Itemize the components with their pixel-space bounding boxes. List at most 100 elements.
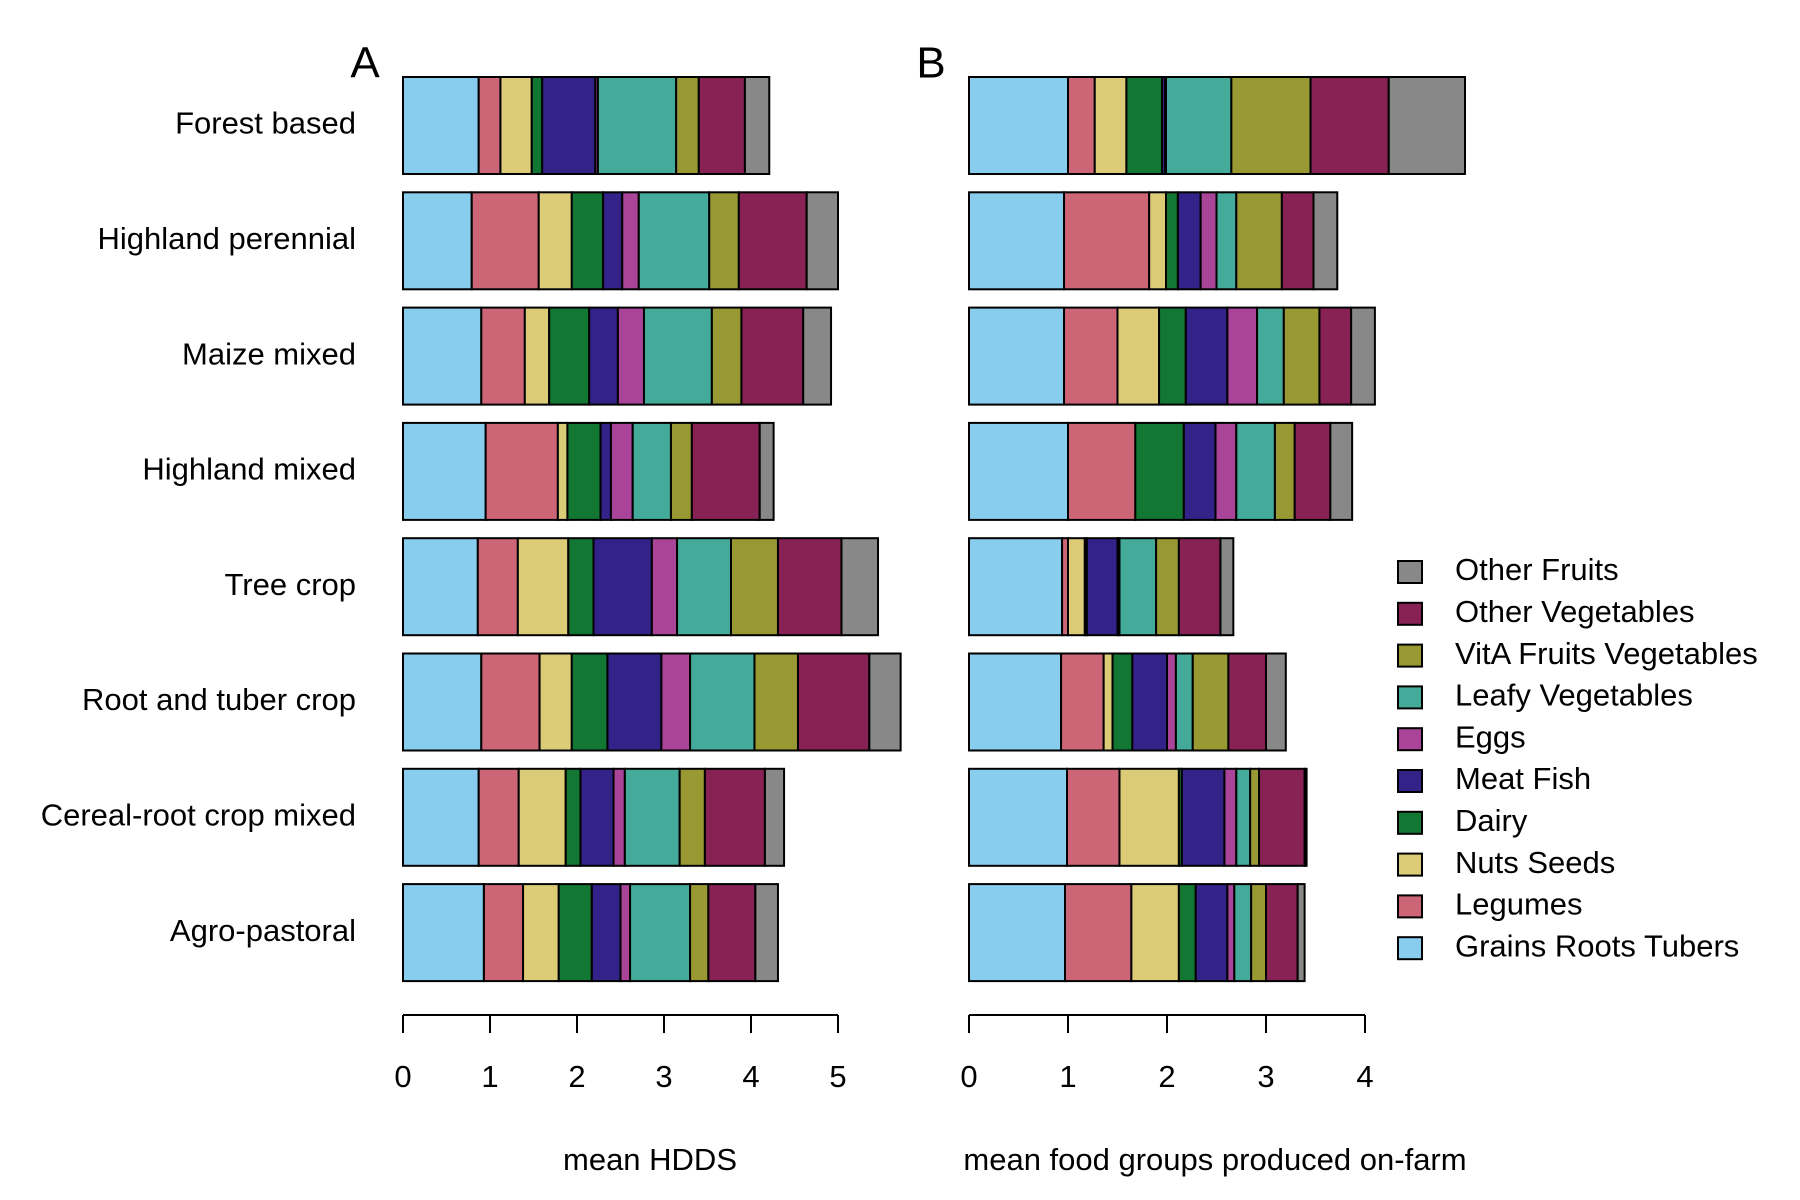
- bar-segment: [1102, 652, 1114, 752]
- bar-segment: [1176, 191, 1202, 291]
- bar-segment: [1219, 537, 1235, 637]
- bar-segment: [1063, 306, 1119, 406]
- category-label: Cereal-root crop mixed: [41, 797, 356, 832]
- bar-segment: [538, 652, 573, 752]
- category-label: Highland perennial: [97, 221, 356, 256]
- legend-swatch: [1397, 810, 1423, 835]
- bar-segment: [1064, 883, 1133, 983]
- legend-label: Nuts Seeds: [1455, 845, 1615, 880]
- bar-segment: [1134, 421, 1185, 521]
- bar-segment: [621, 191, 640, 291]
- bar-segment: [1191, 652, 1230, 752]
- legend-label: Dairy: [1455, 803, 1528, 838]
- bar-segment: [480, 652, 541, 752]
- bar-segment: [1280, 191, 1315, 291]
- bar-segment: [669, 421, 693, 521]
- legend-label: Meat Fish: [1455, 761, 1591, 796]
- bar-segment: [1282, 306, 1321, 406]
- bar-segment: [690, 421, 761, 521]
- bar-segment: [548, 306, 591, 406]
- bar-segment: [1265, 652, 1287, 752]
- bar-segment: [805, 191, 839, 291]
- bar-segment: [763, 767, 786, 867]
- x-tick-label: 4: [742, 1059, 759, 1094]
- bar-segment: [1199, 191, 1218, 291]
- bar-segment: [840, 537, 880, 637]
- bar-segment: [1118, 767, 1180, 867]
- x-tick-label: 2: [1158, 1059, 1175, 1094]
- bar-segment: [1214, 421, 1238, 521]
- bar-segment: [1312, 191, 1339, 291]
- bar-segment: [1293, 421, 1332, 521]
- x-tick-label: 5: [829, 1059, 846, 1094]
- bar-segment: [1350, 306, 1376, 406]
- bar-segment: [968, 421, 1069, 521]
- bar-segment: [616, 306, 645, 406]
- x-axis-label: mean food groups produced on-farm: [963, 1142, 1466, 1177]
- bar-segment: [1060, 652, 1105, 752]
- x-tick-label: 3: [1257, 1059, 1274, 1094]
- legend-swatch: [1397, 601, 1423, 626]
- bar-segment: [1273, 421, 1296, 521]
- bar-segment: [1233, 883, 1253, 983]
- bar-segment: [567, 537, 595, 637]
- bar-segment: [642, 306, 713, 406]
- bar-segment: [1223, 767, 1238, 867]
- bar-segment: [1165, 191, 1179, 291]
- bar-segment: [570, 191, 605, 291]
- bar-segment: [530, 76, 544, 175]
- bar-segment: [1387, 76, 1466, 175]
- bar-segment: [1131, 652, 1168, 752]
- bar-segment: [796, 652, 871, 752]
- bar-segment: [556, 421, 569, 521]
- bar-segment: [968, 306, 1066, 406]
- bar-segment: [1184, 306, 1229, 406]
- bar-segment: [1063, 191, 1151, 291]
- bar-segment: [629, 883, 692, 983]
- bar-segment: [1111, 652, 1134, 752]
- bar-segment: [968, 76, 1069, 175]
- bar-segment: [1093, 76, 1128, 175]
- bar-segment: [1116, 306, 1161, 406]
- legend-label: VitA Fruits Vegetables: [1455, 636, 1758, 671]
- bar-segment: [522, 883, 560, 983]
- bar-segment: [1067, 537, 1086, 637]
- bar-segment: [402, 421, 487, 521]
- bar-segment: [1296, 883, 1306, 983]
- legend-label: Other Fruits: [1455, 552, 1619, 587]
- bar-segment: [1258, 767, 1306, 867]
- bar-segment: [402, 883, 485, 983]
- legend-label: Legumes: [1455, 887, 1583, 922]
- bar-segment: [676, 537, 732, 637]
- panel-label: A: [350, 39, 380, 88]
- bar-segment: [482, 883, 525, 983]
- bar-segment: [650, 537, 679, 637]
- bar-segment: [1318, 306, 1353, 406]
- bar-segment: [678, 767, 706, 867]
- bar-segment: [689, 883, 710, 983]
- bar-segment: [1165, 76, 1233, 175]
- bar-segment: [1177, 537, 1222, 637]
- bar-segment: [623, 767, 681, 867]
- bar-segment: [1303, 767, 1308, 867]
- bar-segment: [402, 191, 473, 291]
- bar-segment: [868, 652, 902, 752]
- bar-segment: [697, 76, 746, 175]
- bar-segment: [596, 76, 678, 175]
- legend-swatch: [1397, 936, 1423, 961]
- bar-segment: [537, 191, 573, 291]
- bar-segment: [402, 652, 483, 752]
- bar-segment: [477, 767, 520, 867]
- bar-segment: [484, 421, 559, 521]
- bar-segment: [1265, 883, 1299, 983]
- bar-segment: [1148, 191, 1168, 291]
- bar-segment: [968, 767, 1069, 867]
- bar-segment: [1329, 421, 1354, 521]
- bar-segment: [753, 652, 799, 752]
- bar-segment: [477, 76, 502, 175]
- bar-segment: [476, 537, 519, 637]
- bar-segment: [541, 76, 597, 175]
- bar-segment: [1166, 652, 1177, 752]
- bar-segment: [1230, 76, 1312, 175]
